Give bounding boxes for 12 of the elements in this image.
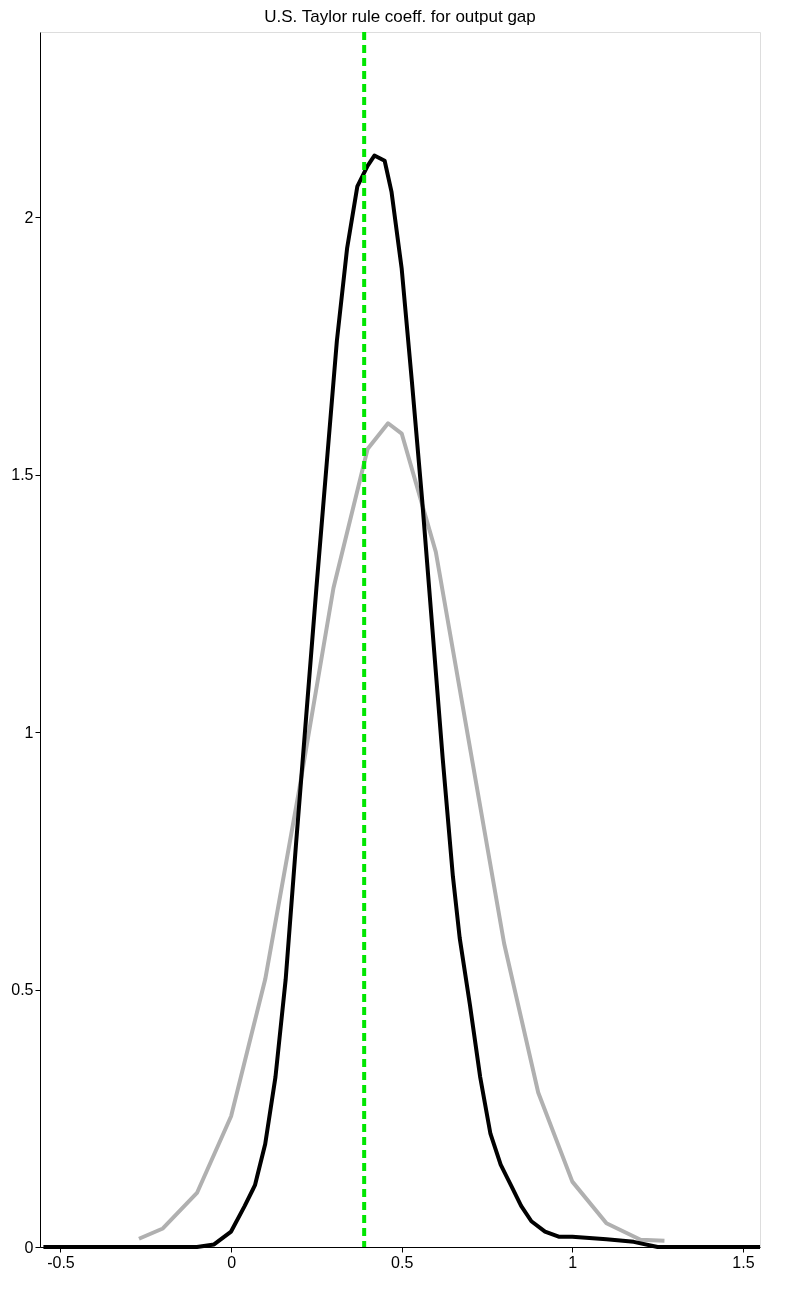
- y-tick-label: 0.5: [11, 981, 34, 999]
- chart-title: U.S. Taylor rule coeff. for output gap: [264, 7, 536, 26]
- x-tick-label: 1: [568, 1253, 578, 1271]
- line-series: [136, 421, 667, 1243]
- x-tick-label: 0: [227, 1253, 237, 1271]
- x-tick-label: 0.5: [391, 1253, 414, 1271]
- y-tick-label: 1: [24, 723, 34, 741]
- x-tick-label: 1.5: [732, 1253, 755, 1271]
- y-tick-label: 1.5: [11, 466, 34, 484]
- y-tick-label: 2: [24, 208, 34, 226]
- y-tick-label: 0: [24, 1238, 34, 1256]
- x-tick-label: -0.5: [47, 1253, 75, 1271]
